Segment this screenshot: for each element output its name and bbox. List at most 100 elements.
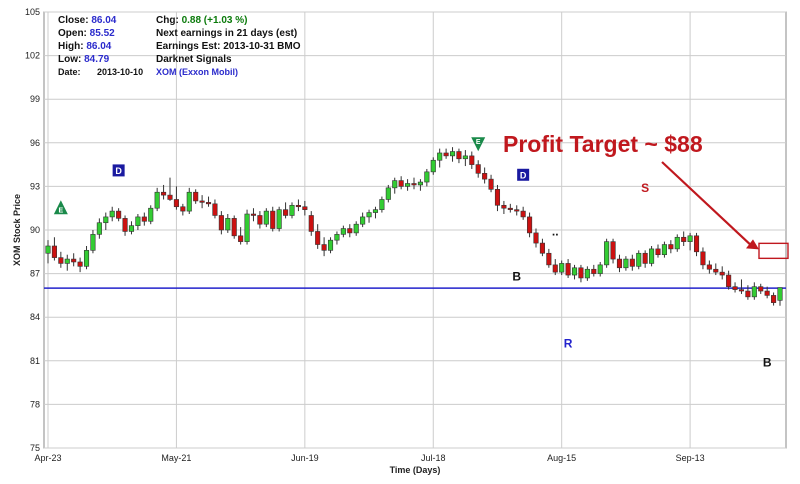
candle-body: [469, 155, 475, 165]
candle-body: [244, 213, 250, 242]
close-readout: Close: 86.04: [58, 15, 116, 26]
candle-body: [584, 268, 590, 279]
candle-body: [193, 191, 199, 202]
candle-body: [327, 239, 334, 251]
candle-body: [771, 295, 777, 303]
candle-body: [745, 290, 751, 298]
candle-body: [141, 216, 147, 222]
candle-body: [257, 215, 263, 225]
candle-body: [392, 180, 398, 189]
earnings-estimate: Earnings Est: 2013-10-31 BMO: [156, 41, 301, 52]
low-value: 84.79: [84, 54, 110, 65]
candle-body: [539, 242, 545, 254]
candle-body: [443, 152, 449, 157]
change-label: Chg:: [156, 15, 179, 26]
x-tick-label: Jul-18: [421, 453, 446, 463]
candle-body: [302, 206, 308, 210]
change-readout: Chg: 0.88 (+1.03 %): [156, 15, 247, 26]
high-value: 86.04: [86, 41, 112, 52]
date-value: 2013-10-10: [97, 67, 144, 77]
candle-body: [604, 241, 610, 266]
candle-body: [591, 268, 597, 274]
candle-body: [128, 225, 135, 232]
candle-body: [212, 203, 218, 216]
low-readout: Low: 84.79: [58, 54, 109, 65]
candle-body: [687, 235, 693, 242]
candle-body: [514, 209, 520, 212]
signal-d-label: D: [520, 170, 527, 180]
date-label: Date:: [58, 67, 81, 77]
y-tick-label: 90: [30, 225, 40, 235]
profit-target-annotation: Profit Target ~ $88: [503, 131, 703, 157]
candle-body: [218, 215, 224, 231]
candle-body: [507, 207, 513, 210]
x-axis-title: Time (Days): [390, 465, 441, 475]
x-tick-label: May-21: [161, 453, 191, 463]
profit-target-arrow-head: [746, 239, 759, 250]
high-readout: High: 86.04: [58, 41, 111, 52]
candle-body: [340, 228, 346, 235]
signal-e-label: E: [476, 139, 481, 146]
grid-layer: [44, 11, 786, 449]
symbol-name: XOM (Exxon Mobil): [156, 67, 238, 77]
candle-body: [726, 274, 732, 287]
y-axis-title: XOM Stock Price: [12, 194, 22, 266]
x-tick-label: Apr-23: [34, 453, 61, 463]
candle-body: [462, 155, 468, 160]
candle-body: [263, 210, 269, 225]
y-tick-label: 84: [30, 312, 40, 322]
signal-text-R: R: [564, 336, 573, 350]
signal-e-up-triangle: [53, 200, 68, 215]
high-label: High:: [58, 41, 84, 52]
candle-body: [385, 187, 391, 200]
candle-body: [751, 286, 757, 298]
darknet-signals-label: Darknet Signals: [156, 54, 232, 65]
candle-layer: [45, 147, 783, 306]
candle-body: [681, 236, 687, 242]
candle-body: [700, 251, 706, 266]
next-earnings: Next earnings in 21 days (est): [156, 28, 298, 39]
close-value: 86.04: [91, 15, 117, 26]
candle-body: [764, 290, 770, 296]
y-tick-label: 87: [30, 269, 40, 279]
signal-d-label: D: [115, 166, 122, 176]
signal-layer: E D E D B.. S R B: [53, 137, 772, 369]
y-tick-label: 93: [30, 181, 40, 191]
candle-body: [482, 173, 488, 180]
candle-body: [199, 200, 205, 203]
signal-e-label: E: [59, 208, 64, 215]
candle-body: [315, 231, 321, 245]
candle-body: [45, 245, 51, 254]
candle-body: [186, 191, 192, 212]
signal-text-B: B: [763, 355, 772, 369]
candle-body: [122, 218, 128, 232]
candle-body: [449, 151, 456, 157]
open-label: Open:: [58, 28, 87, 39]
candle-body: [360, 216, 366, 225]
candle-body: [321, 244, 327, 251]
change-value: 0.88 (+1.03 %): [181, 15, 248, 26]
y-tick-label: 81: [30, 356, 40, 366]
candle-body: [706, 264, 712, 270]
candle-body: [411, 183, 417, 186]
candle-body: [546, 252, 552, 266]
candle-body: [661, 244, 667, 256]
candle-body: [347, 228, 353, 234]
candle-body: [758, 286, 764, 292]
candle-body: [283, 209, 289, 216]
candle-body: [533, 232, 539, 244]
date-readout: Date: 2013-10-10: [58, 67, 143, 77]
candle-body: [250, 213, 257, 216]
candle-body: [71, 258, 77, 263]
candle-body: [668, 244, 674, 250]
candle-body: [276, 209, 282, 229]
candle-body: [552, 264, 558, 273]
candle-body: [231, 218, 237, 237]
candle-body: [649, 248, 655, 264]
candle-body: [424, 171, 430, 183]
candle-body: [719, 271, 725, 276]
candle-body: [520, 210, 526, 218]
candle-body: [51, 245, 57, 258]
candle-body: [655, 248, 661, 256]
